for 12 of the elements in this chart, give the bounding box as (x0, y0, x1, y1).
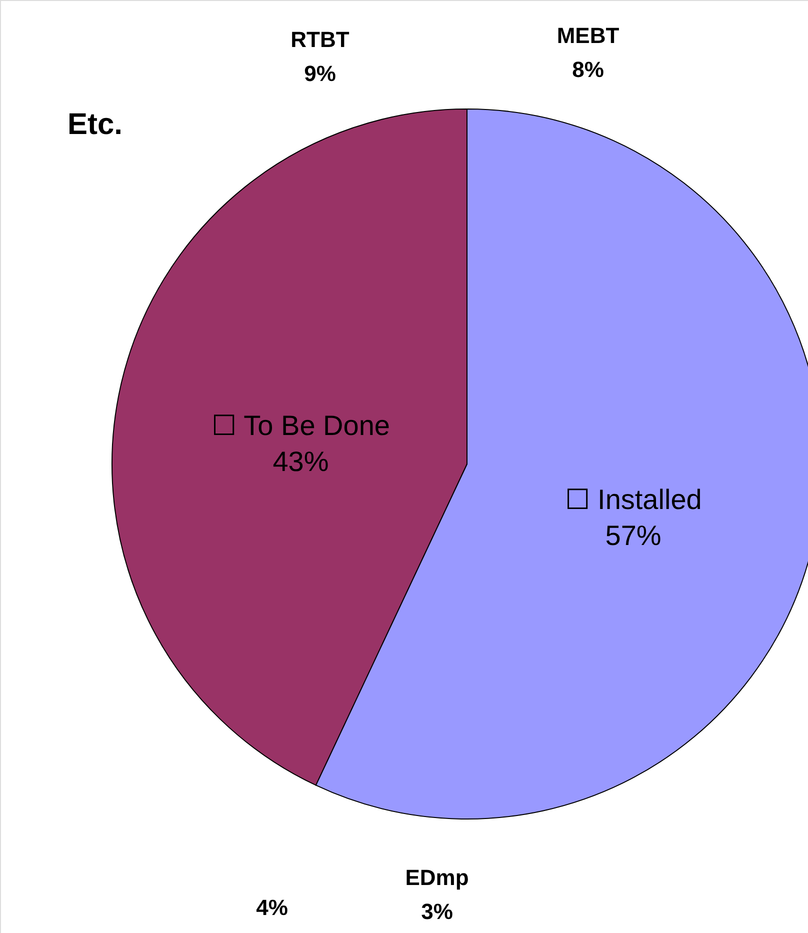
data-label: 43% (272, 446, 329, 477)
slice-label: ☐ Installed (564, 484, 702, 516)
slice-label: ☐ To Be Done (211, 410, 390, 441)
text: 3% (421, 899, 453, 924)
text: RTBT (290, 27, 350, 52)
text: 8% (572, 57, 604, 82)
text: Etc. (67, 108, 123, 141)
text: 9% (304, 61, 336, 86)
text: EDmp (405, 865, 469, 890)
data-label: 57% (605, 520, 662, 552)
text: MEBT (556, 23, 620, 48)
text: 4% (256, 895, 288, 920)
